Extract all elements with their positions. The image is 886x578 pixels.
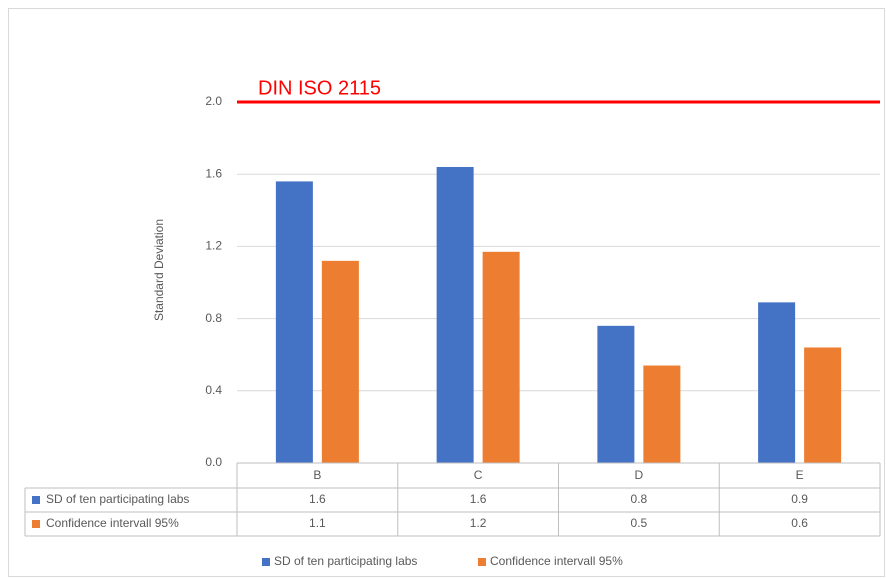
- x-tick-label: D: [635, 468, 644, 482]
- x-tick-label: E: [796, 468, 804, 482]
- bar: [804, 347, 842, 463]
- y-axis-label: Standard Deviation: [152, 219, 166, 321]
- y-tick-label: 0.4: [205, 383, 222, 397]
- reference-label: DIN ISO 2115: [258, 77, 381, 99]
- legend-label: Confidence intervall 95%: [490, 554, 623, 568]
- legend-label: SD of ten participating labs: [274, 554, 417, 568]
- table-value: 1.2: [470, 516, 487, 530]
- bar: [275, 181, 313, 464]
- bar: [321, 260, 359, 463]
- bar: [758, 302, 796, 463]
- table-legend-key: [32, 520, 40, 528]
- table-legend-key: [32, 496, 40, 504]
- table-series-name: SD of ten participating labs: [46, 492, 189, 506]
- table-value: 0.8: [631, 492, 648, 506]
- y-tick-label: 0.8: [205, 311, 222, 325]
- table-value: 1.6: [470, 492, 487, 506]
- bar: [597, 325, 635, 463]
- bar: [482, 251, 520, 463]
- y-tick-label: 0.0: [205, 455, 222, 469]
- table-series-name: Confidence intervall 95%: [46, 516, 179, 530]
- table-value: 0.6: [791, 516, 808, 530]
- table-value: 1.1: [309, 516, 326, 530]
- x-tick-label: B: [313, 468, 321, 482]
- table-value: 0.5: [631, 516, 648, 530]
- y-tick-label: 1.2: [205, 239, 222, 253]
- y-tick-label: 2.0: [205, 94, 222, 108]
- bar: [436, 166, 474, 464]
- x-tick-label: C: [474, 468, 483, 482]
- legend-key: [478, 558, 486, 566]
- legend-key: [262, 558, 270, 566]
- bar: [643, 365, 681, 463]
- table-value: 1.6: [309, 492, 326, 506]
- table-value: 0.9: [791, 492, 808, 506]
- y-tick-label: 1.6: [205, 166, 222, 180]
